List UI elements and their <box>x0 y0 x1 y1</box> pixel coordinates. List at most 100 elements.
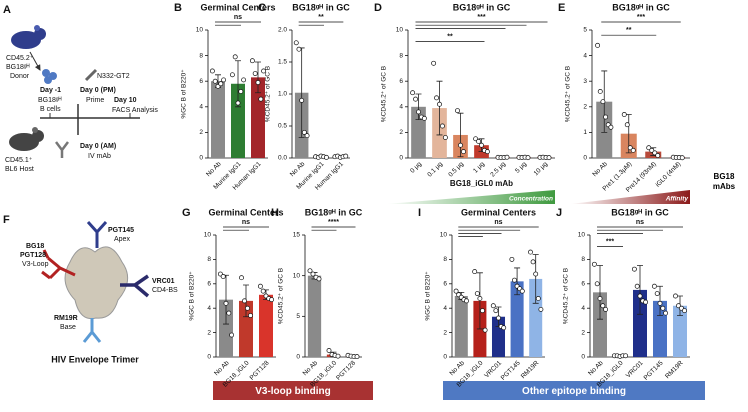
data-point <box>624 122 630 128</box>
data-point <box>538 306 544 312</box>
data-point <box>634 283 640 289</box>
y-tick-label: 5 <box>296 313 300 320</box>
error-bar <box>415 93 422 120</box>
epitope-label: Apex <box>114 236 130 243</box>
data-point <box>603 114 609 120</box>
y-axis-label: %CD45.2⁺ of GC B <box>563 268 570 324</box>
significance-label: ns <box>242 219 250 226</box>
x-tick-label: No Ab <box>205 160 223 178</box>
data-point <box>226 310 232 316</box>
data-point <box>490 303 496 309</box>
x-tick-label: No Ab <box>289 160 307 178</box>
data-point <box>413 96 419 102</box>
y-tick-label: 1.5 <box>278 59 287 66</box>
panel-letter: C <box>258 2 266 14</box>
data-point <box>293 40 299 46</box>
data-point <box>591 261 597 267</box>
error-bar <box>457 112 464 158</box>
data-point <box>621 112 627 117</box>
significance-label: ** <box>447 33 453 40</box>
y-axis-label: %CD45.2⁺ of GC B <box>565 66 572 122</box>
significance-label: ns <box>234 14 242 21</box>
donor-mouse <box>11 31 41 49</box>
chart-title: Germinal Centers <box>461 207 536 217</box>
cell <box>42 69 50 77</box>
data-point <box>229 332 235 338</box>
y-tick-label: 10 <box>293 272 301 279</box>
antibody-rm19r <box>82 318 102 343</box>
error-bar <box>514 267 521 296</box>
significance-label: ns <box>636 219 644 226</box>
data-point <box>296 46 302 52</box>
y-tick-label: 0.0 <box>278 155 287 162</box>
data-point <box>261 68 267 74</box>
data-point <box>673 293 678 299</box>
x-tick-label: No Ab <box>302 359 320 377</box>
host-mouse-ear <box>32 127 38 133</box>
timepoint: Day -1 <box>40 87 61 94</box>
data-point <box>258 96 264 102</box>
data-point <box>660 305 666 311</box>
antibody-label: BG18 <box>26 243 44 250</box>
y-tick-label: 0 <box>581 354 585 361</box>
x-tick-label: 0.5 μg <box>447 160 465 178</box>
x-tick-label: No Ab <box>591 160 609 178</box>
data-point <box>455 108 460 114</box>
chart-title: BG18ᵍᴴ in GC <box>612 2 670 12</box>
data-point <box>323 154 329 160</box>
wedge <box>386 190 555 204</box>
data-point <box>608 124 614 130</box>
data-point <box>229 72 235 78</box>
data-point <box>301 129 307 135</box>
syringe <box>84 68 98 82</box>
data-point <box>220 274 226 279</box>
error-bar <box>436 80 443 136</box>
y-tick-label: 10 <box>440 232 448 239</box>
data-point <box>474 291 480 297</box>
y-tick-label: 8 <box>199 52 203 59</box>
x-tick-label: PGT145 <box>500 359 522 381</box>
data-point <box>248 313 253 318</box>
y-tick-label: 0 <box>399 155 403 162</box>
data-point <box>603 306 609 312</box>
banner-text: V3-loop binding <box>255 386 331 397</box>
timepoint-desc: FACS Analysis <box>112 107 158 114</box>
significance-label: *** <box>637 14 645 21</box>
y-tick-label: 8 <box>443 256 447 263</box>
x-tick-label: 10 μg <box>533 160 550 177</box>
bar <box>633 289 647 357</box>
y-tick-label: 8 <box>399 52 403 59</box>
host-mouse <box>9 133 39 151</box>
data-point <box>600 303 606 309</box>
data-point <box>649 147 655 153</box>
data-point <box>242 298 247 304</box>
y-tick-label: 4 <box>399 104 403 111</box>
epitope-label: V3-Loop <box>22 261 49 268</box>
y-tick-label: 0 <box>207 354 211 361</box>
data-point <box>655 152 661 158</box>
data-point <box>631 266 637 272</box>
data-point <box>512 277 517 283</box>
bar <box>211 81 225 158</box>
data-point <box>597 88 603 94</box>
banner <box>213 381 373 400</box>
donor-mouse-ear <box>34 25 40 31</box>
chart-title: BG18ᵍᴴ in GC <box>305 207 363 217</box>
data-point <box>651 283 657 289</box>
data-point <box>525 155 531 161</box>
y-tick-label: 4 <box>583 52 587 59</box>
cell <box>44 76 52 84</box>
antibody-label: VRC01 <box>152 278 175 285</box>
y-tick-label: 2 <box>581 329 585 336</box>
data-point <box>238 88 244 94</box>
antibody-label: RM19R <box>54 315 78 322</box>
wedge <box>570 190 690 204</box>
data-point <box>307 268 313 274</box>
data-point <box>453 288 459 294</box>
data-point <box>310 271 316 277</box>
panel-letter: D <box>374 2 382 14</box>
data-point <box>421 115 427 121</box>
antibody-label: PGT145 <box>108 227 134 234</box>
data-point <box>434 95 440 101</box>
y-tick-label: 2.0 <box>278 27 287 34</box>
